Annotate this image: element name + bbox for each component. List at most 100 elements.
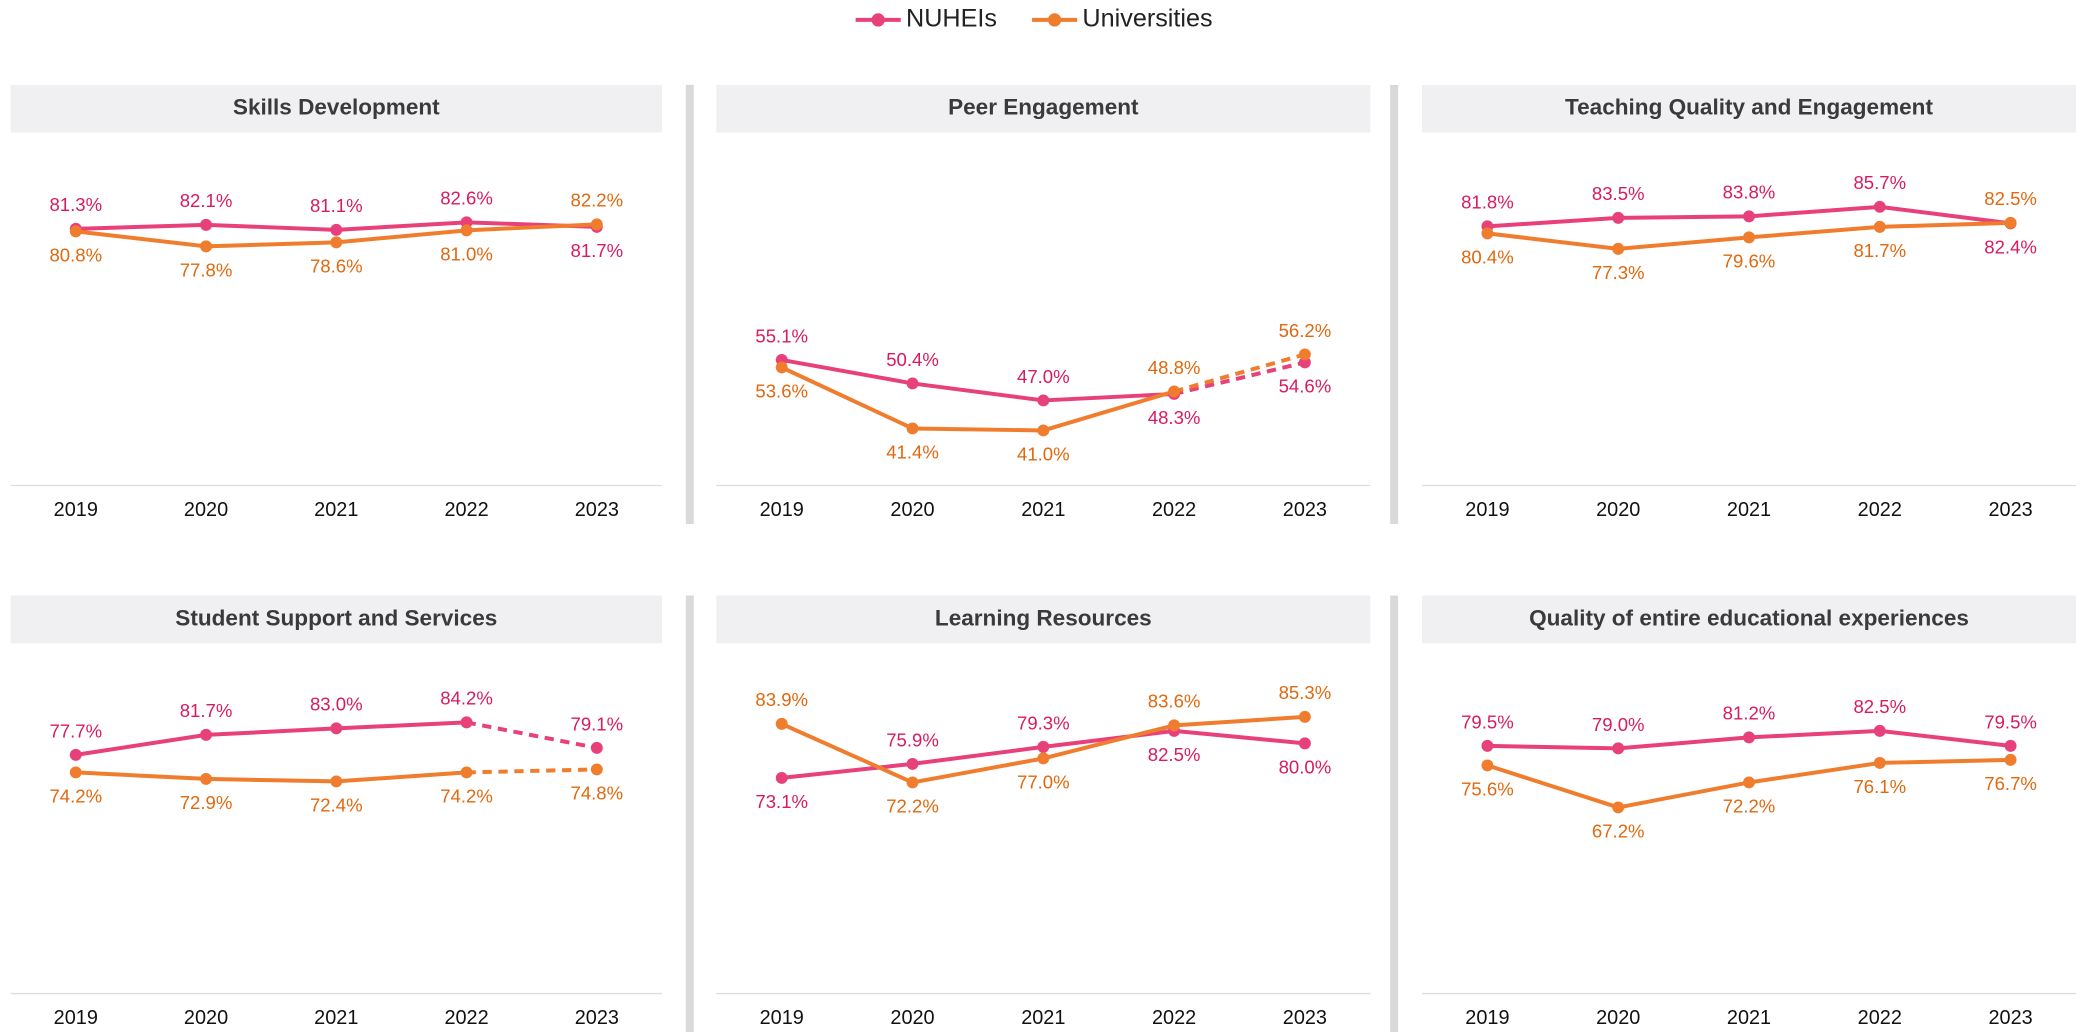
data-label: 72.2% bbox=[886, 796, 939, 817]
data-label: 83.6% bbox=[1148, 691, 1201, 712]
data-label: 72.9% bbox=[180, 792, 233, 813]
line-dashed bbox=[466, 767, 597, 775]
data-label: 76.7% bbox=[1984, 773, 2037, 794]
x-tick-label: 2020 bbox=[1596, 499, 1640, 521]
point bbox=[2004, 753, 2017, 766]
point bbox=[200, 728, 213, 741]
data-label: 80.8% bbox=[49, 244, 102, 265]
data-label: 53.6% bbox=[755, 381, 808, 402]
x-tick-label: 2020 bbox=[890, 499, 934, 521]
data-label: 81.7% bbox=[571, 240, 624, 261]
point bbox=[1168, 385, 1181, 398]
divider bbox=[685, 84, 694, 524]
x-tick-label: 2023 bbox=[1283, 1007, 1327, 1029]
point bbox=[906, 377, 919, 390]
x-tick-label: 2022 bbox=[1152, 1007, 1196, 1029]
x-tick-label: 2023 bbox=[1283, 499, 1327, 521]
line bbox=[781, 357, 1175, 403]
point bbox=[330, 722, 343, 735]
data-label: 77.7% bbox=[49, 720, 102, 741]
data-label: 83.9% bbox=[755, 689, 808, 710]
data-label: 78.6% bbox=[310, 255, 363, 276]
point bbox=[1612, 211, 1625, 224]
point bbox=[1743, 231, 1755, 244]
point bbox=[906, 422, 919, 435]
point bbox=[69, 766, 82, 779]
x-tick-label: 2023 bbox=[575, 499, 619, 521]
point bbox=[906, 757, 919, 770]
data-label: 82.1% bbox=[180, 190, 233, 211]
data-label: 79.5% bbox=[1984, 711, 2037, 732]
panel-title: Peer Engagement bbox=[948, 95, 1139, 120]
panel-header bbox=[1422, 84, 2076, 133]
point bbox=[1481, 759, 1494, 772]
point bbox=[1873, 756, 1886, 769]
data-label: 80.0% bbox=[1279, 757, 1332, 778]
point bbox=[906, 776, 919, 789]
data-label: 50.4% bbox=[886, 349, 939, 370]
panel-title: Skills Development bbox=[233, 95, 440, 120]
legend-label: Universities bbox=[1082, 5, 1212, 33]
data-label: 75.6% bbox=[1461, 779, 1514, 800]
data-label: 79.3% bbox=[1017, 712, 1070, 733]
legend-marker bbox=[871, 13, 885, 27]
data-label: 81.8% bbox=[1461, 192, 1514, 213]
x-tick-label: 2021 bbox=[1021, 499, 1065, 521]
x-tick-label: 2023 bbox=[1988, 499, 2032, 521]
x-tick-label: 2022 bbox=[1152, 499, 1196, 521]
point bbox=[1743, 776, 1755, 789]
point bbox=[775, 717, 788, 730]
data-label: 74.2% bbox=[440, 786, 493, 807]
point bbox=[69, 748, 82, 761]
point bbox=[590, 218, 603, 231]
x-tick-label: 2021 bbox=[314, 499, 358, 521]
panel-title: Learning Resources bbox=[935, 605, 1152, 630]
point bbox=[1037, 740, 1050, 753]
data-label: 82.5% bbox=[1984, 188, 2037, 209]
line-dashed bbox=[466, 720, 598, 750]
data-label: 41.0% bbox=[1017, 444, 1070, 465]
data-label: 85.3% bbox=[1279, 682, 1332, 703]
point bbox=[1168, 719, 1181, 732]
line-dashed bbox=[1173, 360, 1306, 396]
point bbox=[460, 716, 473, 729]
line bbox=[75, 720, 467, 757]
point bbox=[69, 225, 82, 238]
x-tick-label: 2021 bbox=[1021, 1007, 1065, 1029]
x-tick-label: 2020 bbox=[890, 1007, 934, 1029]
x-tick-label: 2020 bbox=[184, 1007, 228, 1029]
x-tick-label: 2023 bbox=[1988, 1007, 2032, 1029]
data-label: 41.4% bbox=[886, 442, 939, 463]
data-label: 79.6% bbox=[1723, 250, 1776, 271]
data-label: 54.6% bbox=[1279, 376, 1332, 397]
x-tick-label: 2022 bbox=[444, 1007, 488, 1029]
data-label: 80.4% bbox=[1461, 246, 1514, 267]
panel-title: Teaching Quality and Engagement bbox=[1565, 95, 1933, 120]
point bbox=[1873, 200, 1886, 213]
point bbox=[330, 236, 343, 249]
x-tick-label: 2022 bbox=[1858, 1007, 1902, 1029]
data-label: 67.2% bbox=[1592, 821, 1645, 842]
data-label: 81.7% bbox=[1853, 240, 1906, 261]
panel-title: Student Support and Services bbox=[175, 605, 497, 630]
data-label: 77.3% bbox=[1592, 262, 1645, 283]
data-label: 56.2% bbox=[1279, 320, 1332, 341]
panel-header bbox=[10, 595, 662, 644]
divider bbox=[1390, 84, 1399, 524]
line-dashed bbox=[1173, 352, 1306, 394]
x-tick-label: 2019 bbox=[54, 1007, 98, 1029]
data-label: 79.5% bbox=[1461, 711, 1514, 732]
data-label: 79.0% bbox=[1592, 714, 1645, 735]
point bbox=[460, 224, 473, 237]
data-label: 48.8% bbox=[1148, 357, 1201, 378]
point bbox=[1873, 220, 1886, 233]
panel-title: Quality of entire educational experience… bbox=[1529, 605, 1969, 630]
point bbox=[775, 771, 788, 784]
panel-header bbox=[716, 84, 1371, 133]
data-label: 84.2% bbox=[440, 688, 493, 709]
point bbox=[1612, 742, 1625, 755]
line bbox=[780, 365, 1175, 433]
x-tick-label: 2019 bbox=[760, 499, 804, 521]
point bbox=[330, 775, 343, 788]
